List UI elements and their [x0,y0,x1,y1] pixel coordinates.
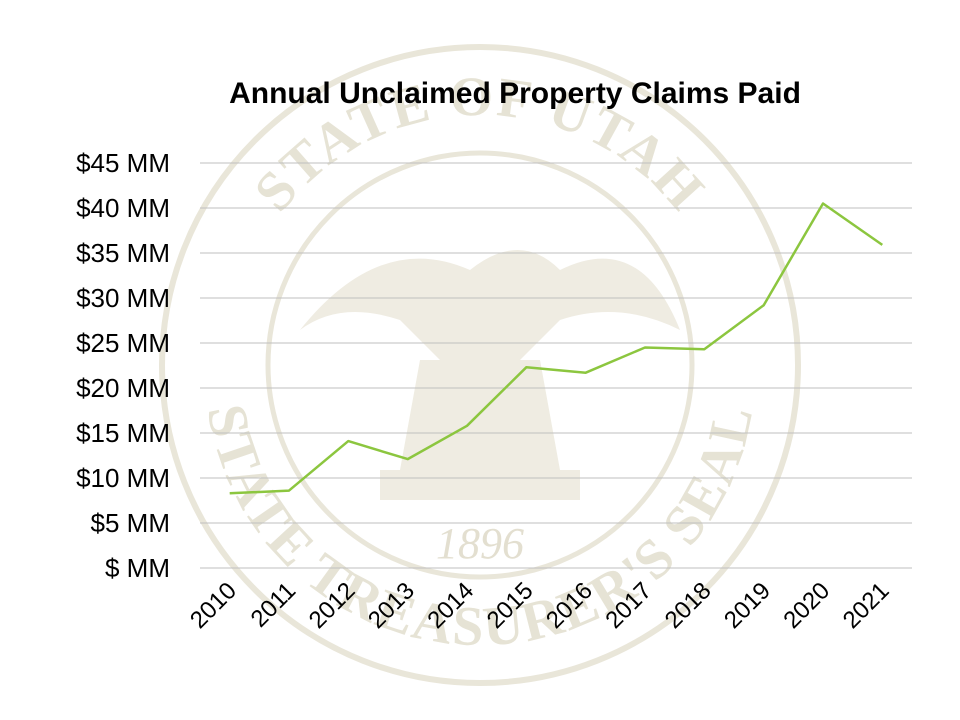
y-tick-label: $35 MM [76,238,170,268]
y-tick-label: $5 MM [91,508,170,538]
seal-year-text: 1896 [436,519,524,568]
y-tick-label: $20 MM [76,373,170,403]
x-tick-label: 2010 [185,577,242,634]
gridlines [200,162,912,569]
y-tick-label: $45 MM [76,148,170,178]
eagle-watermark-shape [300,250,680,500]
y-tick-label: $ MM [105,553,170,583]
seal-inner-ring [265,150,695,580]
y-tick-label: $15 MM [76,418,170,448]
series-layer [229,202,884,495]
x-tick-label: 2019 [719,577,776,634]
seal-outer-ring [159,44,801,686]
y-axis-tick-labels: $ MM $5 MM $10 MM $15 MM $20 MM $25 MM $30 MM $… [76,148,170,583]
y-tick-label: $40 MM [76,193,170,223]
y-tick-label: $30 MM [76,283,170,313]
x-tick-label: 2021 [838,577,895,634]
x-tick-label: 2020 [778,577,835,634]
y-tick-label: $10 MM [76,463,170,493]
chart-title: Annual Unclaimed Property Claims Paid [229,77,801,110]
series-line [229,202,884,495]
y-tick-label: $25 MM [76,328,170,358]
